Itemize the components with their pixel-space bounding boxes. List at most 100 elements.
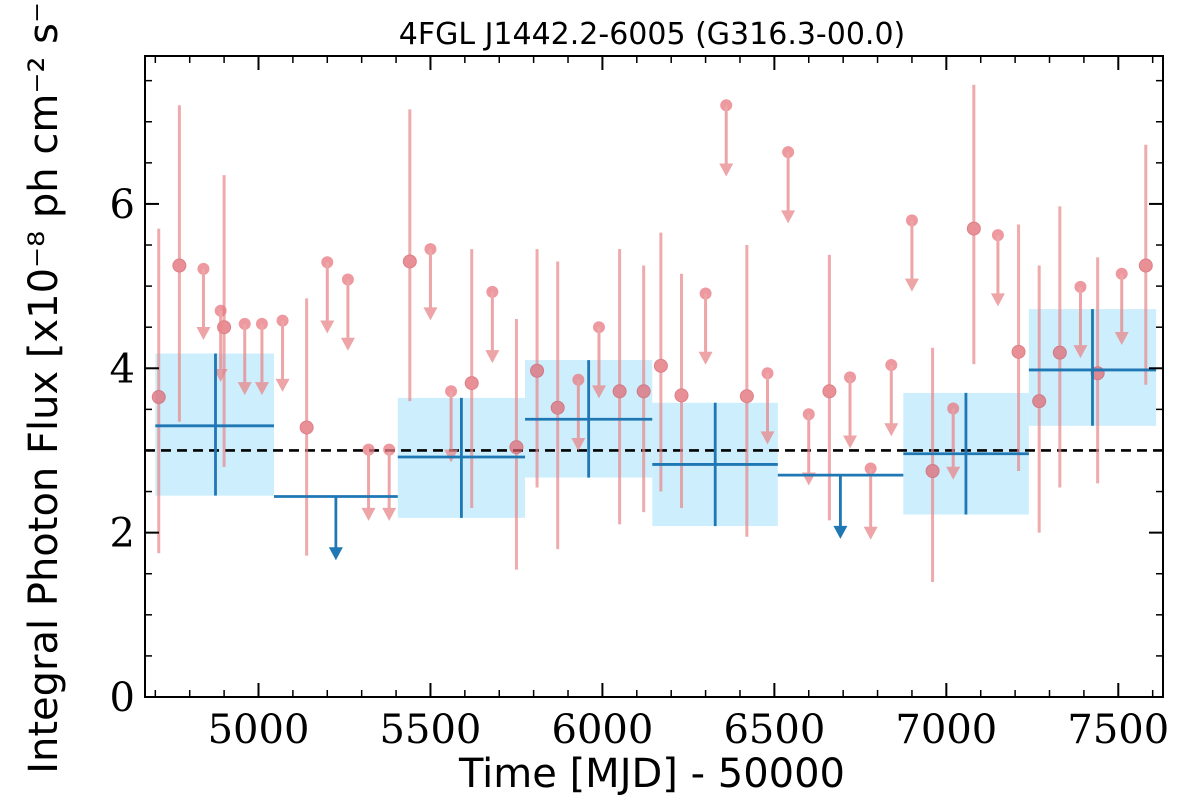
upper-limit-arrow <box>196 327 211 341</box>
y-tick-label: 4 <box>110 346 135 392</box>
short-bin-point <box>530 249 545 488</box>
upper-limit-arrow <box>571 437 586 451</box>
upper-limit-arrow <box>485 350 500 364</box>
short-bin-marker <box>674 388 689 403</box>
short-bin-upper-limit <box>340 273 355 351</box>
short-bin-marker <box>1032 394 1047 409</box>
long-bin-point <box>903 392 1029 515</box>
upper-limit-arrow <box>340 337 355 351</box>
short-bin-point <box>966 84 981 365</box>
y-tick-label: 6 <box>110 182 135 228</box>
upper-limit-arrow <box>863 526 878 540</box>
short-bin-marker <box>151 390 166 405</box>
long-bin-upper-limit <box>273 495 398 561</box>
y-tick-label: 2 <box>110 511 135 557</box>
short-bin-point <box>509 318 524 570</box>
short-bin-marker <box>530 363 545 378</box>
short-bin-upper-limit <box>698 287 713 365</box>
short-bin-marker <box>509 440 524 455</box>
short-bin-upper-limit <box>571 373 586 451</box>
short-bin-point <box>739 245 754 537</box>
long-bin-point <box>525 360 653 478</box>
short-bin-upper-limit <box>863 462 878 540</box>
short-bin-point <box>172 105 187 422</box>
upper-limit-arrow <box>1073 345 1088 359</box>
short-bin-upper-limit <box>904 214 919 292</box>
short-bin-upper-limit <box>320 256 335 334</box>
short-bin-upper-limit <box>719 99 734 177</box>
short-bin-upper-limit <box>382 443 397 521</box>
short-bin-point <box>550 261 565 550</box>
plot-area: 5000 5500 6000 6500 7000 7500 0 2 4 6 <box>110 55 1169 753</box>
upper-limit-arrow <box>843 435 858 449</box>
short-bin-upper-limit <box>485 285 500 364</box>
long-bin-upper-limit <box>777 473 904 539</box>
short-bin-point <box>1032 265 1047 533</box>
long-bin-point <box>397 397 526 518</box>
upper-limit-arrow <box>904 278 919 292</box>
short-bin-point <box>653 232 668 492</box>
short-bin-marker <box>653 358 668 373</box>
short-bin-marker <box>1011 344 1026 359</box>
x-axis-label: Time [MJD] - 50000 <box>458 751 845 797</box>
upper-limit-arrow <box>237 382 252 396</box>
plot-frame <box>144 55 1164 698</box>
short-bin-upper-limit <box>196 262 211 341</box>
short-bin-upper-limit <box>884 358 899 437</box>
upper-limit-arrow <box>760 431 775 445</box>
upper-limit-arrow <box>254 382 269 396</box>
short-bin-upper-limit <box>843 371 858 449</box>
upper-limit-arrow <box>781 210 796 224</box>
x-tick-label: 7500 <box>1067 707 1169 753</box>
short-bin-upper-limit <box>237 317 252 396</box>
long-bin-point <box>1028 309 1157 426</box>
short-bin-upper-limit <box>254 317 269 396</box>
y-tick-label: 0 <box>110 675 135 721</box>
x-tick-label: 5000 <box>208 707 310 753</box>
short-bin-marker <box>402 254 417 269</box>
upper-limit-arrow <box>698 351 713 365</box>
upper-limit-arrow <box>320 320 335 334</box>
short-bin-upper-limit <box>946 402 961 480</box>
upper-limit-arrow <box>213 368 228 382</box>
short-bin-marker <box>925 464 940 479</box>
short-bin-point <box>925 347 940 582</box>
short-bin-point <box>299 298 314 556</box>
short-bin-point <box>636 265 651 513</box>
x-tick-label: 7000 <box>895 707 997 753</box>
long-bin-point <box>155 353 274 496</box>
x-tick-label: 6000 <box>552 707 654 753</box>
short-bin-upper-limit <box>213 304 228 382</box>
short-bin-point <box>612 249 627 525</box>
y-axis-label: Integral Photon Flux [x10⁻⁸ ph cm⁻² s⁻¹] <box>21 0 67 774</box>
upper-limit-arrow <box>719 163 734 177</box>
upper-limit-arrow <box>946 466 961 480</box>
short-bin-marker <box>966 221 981 236</box>
chart-title: 4FGL J1442.2-6005 (G316.3-00.0) <box>399 17 906 52</box>
short-bin-marker <box>172 258 187 273</box>
short-bin-point <box>151 228 166 554</box>
short-bin-upper-limit <box>1073 280 1088 359</box>
short-bin-point <box>464 249 479 508</box>
short-bin-upper-limit <box>361 443 376 521</box>
short-bin-marker <box>739 389 754 404</box>
short-bin-point <box>1011 224 1026 472</box>
upper-limit-arrow <box>382 507 397 521</box>
short-bin-marker <box>1052 345 1067 360</box>
upper-limit-arrow <box>884 423 899 437</box>
upper-limit-arrow <box>361 507 376 521</box>
upper-limit-arrow <box>275 378 290 392</box>
short-bin-marker <box>464 376 479 391</box>
short-bin-marker <box>299 420 314 435</box>
upper-limit-arrow <box>423 307 438 321</box>
upper-limit-arrow <box>591 385 606 399</box>
short-bin-upper-limit <box>275 314 290 392</box>
short-bin-point <box>822 254 837 521</box>
short-bin-marker <box>636 384 651 399</box>
short-bin-point <box>1052 206 1067 488</box>
short-bin-upper-limit <box>1114 267 1129 345</box>
x-tick-label: 6500 <box>723 707 825 753</box>
short-bin-marker <box>1138 258 1153 273</box>
short-bin-upper-limit <box>990 229 1005 307</box>
